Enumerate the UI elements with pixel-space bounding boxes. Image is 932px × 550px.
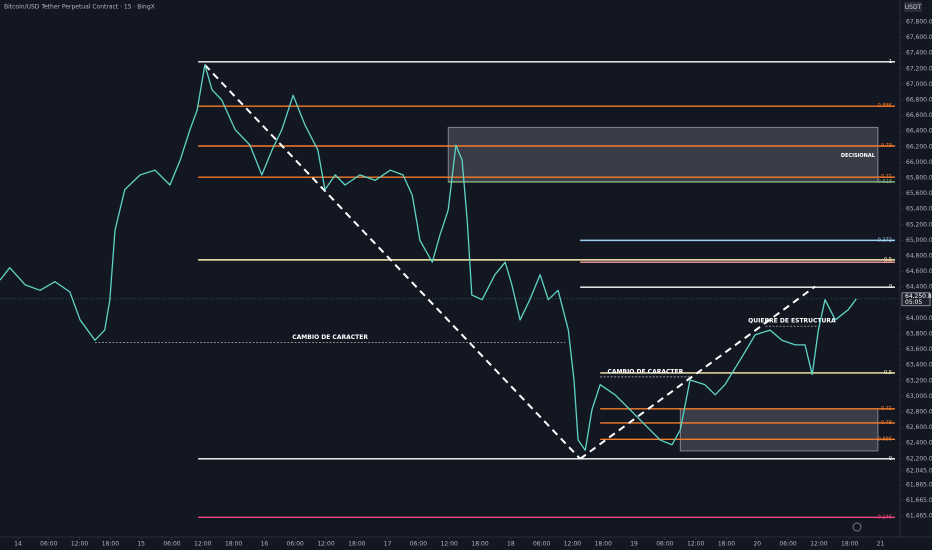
trendline — [204, 64, 581, 460]
x-tick-label: 12:00 — [810, 541, 827, 548]
x-tick-label: 18:00 — [471, 541, 488, 548]
x-tick-label: 15 — [137, 541, 145, 548]
x-tick-label: 12:00 — [317, 541, 334, 548]
x-tick-label: 12:00 — [687, 541, 704, 548]
y-tick-label: 65,600.0 — [906, 190, 932, 197]
x-tick-label: 06:00 — [656, 541, 673, 548]
currency-box[interactable] — [904, 2, 922, 12]
y-tick-label: 66,600.0 — [906, 112, 932, 119]
x-tick-label: 18:00 — [348, 541, 365, 548]
x-tick-label: 17 — [384, 541, 392, 548]
y-tick-label: 66,400.0 — [906, 128, 932, 135]
fib-level-label: 0.886 — [878, 436, 892, 442]
x-tick-label: 18:00 — [595, 541, 612, 548]
y-tick-label: 67,400.0 — [906, 50, 932, 57]
settings-icon[interactable] — [852, 522, 862, 532]
x-tick-label: 06:00 — [163, 541, 180, 548]
fib-level-label: 0.5 — [884, 370, 892, 376]
currency-label[interactable]: USDT — [905, 4, 922, 11]
y-tick-label: 63,800.0 — [906, 330, 932, 337]
x-tick-label: 06:00 — [410, 541, 427, 548]
x-tick-label: 21 — [877, 541, 885, 548]
x-tick-label: 12:00 — [441, 541, 458, 548]
y-tick-label: 64,800.0 — [906, 252, 932, 259]
zone — [679, 408, 879, 452]
annotation-text: CAMBIO DE CARACTER — [607, 368, 683, 375]
x-tick-label: 14 — [14, 541, 22, 548]
fib-level-label: 0.79 — [881, 143, 892, 149]
y-tick-label: 65,200.0 — [906, 221, 932, 228]
y-tick-label: 63,000.0 — [906, 393, 932, 400]
x-tick-label: 18:00 — [841, 541, 858, 548]
annotation-text: QUIEBRE DE ESTRUCTURA — [748, 318, 836, 325]
countdown-label: 05:05 — [905, 299, 922, 306]
y-tick-label: 67,000.0 — [906, 81, 932, 88]
fib-level-label: 0 — [889, 284, 892, 290]
trendline — [579, 285, 816, 460]
y-tick-label: 62,200.0 — [906, 455, 932, 462]
x-tick-label: 18:00 — [102, 541, 119, 548]
y-tick-label: 63,400.0 — [906, 362, 932, 369]
x-tick-label: 18:00 — [718, 541, 735, 548]
fib-level-label: 0.886 — [878, 103, 892, 109]
x-tick-label: 06:00 — [779, 541, 796, 548]
y-tick-label: 63,200.0 — [906, 377, 932, 384]
x-tick-label: 12:00 — [71, 541, 88, 548]
annotation-text: CAMBIO DE CARACTER — [292, 334, 368, 341]
zone — [447, 126, 879, 183]
x-tick-label: 18:00 — [225, 541, 242, 548]
y-tick-label: 62,045.0 — [906, 467, 932, 474]
y-tick-label: 66,000.0 — [906, 159, 932, 166]
y-tick-label: 64,400.0 — [906, 284, 932, 291]
y-tick-label: 61,465.0 — [906, 513, 932, 520]
y-tick-label: 65,800.0 — [906, 174, 932, 181]
y-tick-label: 64,000.0 — [906, 315, 932, 322]
y-tick-label: 64,600.0 — [906, 268, 932, 275]
last-price-label: 64,250.8 — [905, 293, 932, 300]
chart-title: Bitcoin/USD Tether Perpetual Contract · … — [4, 4, 155, 11]
x-tick-label: 19 — [630, 541, 638, 548]
x-tick-label: 06:00 — [40, 541, 57, 548]
y-tick-label: 67,600.0 — [906, 34, 932, 41]
fib-level-label: 0.71 — [881, 406, 892, 412]
last-price-tag — [901, 292, 931, 307]
y-tick-label: 61,665.0 — [906, 497, 932, 504]
y-tick-label: 65,000.0 — [906, 237, 932, 244]
fib-level-label: 0.5 — [884, 259, 892, 265]
fib-level-label: 1 — [889, 59, 892, 65]
y-tick-label: 61,865.0 — [906, 481, 932, 488]
y-tick-label: 67,800.0 — [906, 18, 932, 25]
x-tick-label: 12:00 — [194, 541, 211, 548]
fib-level-label: 0.79 — [881, 420, 892, 426]
zone-label: DECISIONAL — [841, 153, 876, 159]
fib-level-label: 0.71 — [881, 174, 892, 180]
fib-level-label: 0.5 — [884, 257, 892, 263]
y-tick-label: 66,200.0 — [906, 143, 932, 150]
x-tick-label: 16 — [261, 541, 269, 548]
y-tick-label: 62,600.0 — [906, 424, 932, 431]
x-tick-label: 12:00 — [564, 541, 581, 548]
y-tick-label: 63,600.0 — [906, 346, 932, 353]
y-tick-label: 66,800.0 — [906, 96, 932, 103]
y-tick-label: 62,400.0 — [906, 440, 932, 447]
x-tick-label: 06:00 — [287, 541, 304, 548]
price-line — [0, 64, 857, 451]
fib-level-label: 0 — [889, 456, 892, 462]
y-tick-label: 62,800.0 — [906, 408, 932, 415]
x-tick-label: 06:00 — [533, 541, 550, 548]
y-tick-label: 67,200.0 — [906, 65, 932, 72]
fib-level-label: -0.146 — [876, 514, 892, 520]
x-tick-label: 18 — [507, 541, 515, 548]
y-tick-label: 65,400.0 — [906, 206, 932, 213]
fib-level-label: 0.618 — [878, 179, 892, 185]
fib-level-label: 0.272 — [878, 237, 892, 243]
x-tick-label: 20 — [753, 541, 761, 548]
